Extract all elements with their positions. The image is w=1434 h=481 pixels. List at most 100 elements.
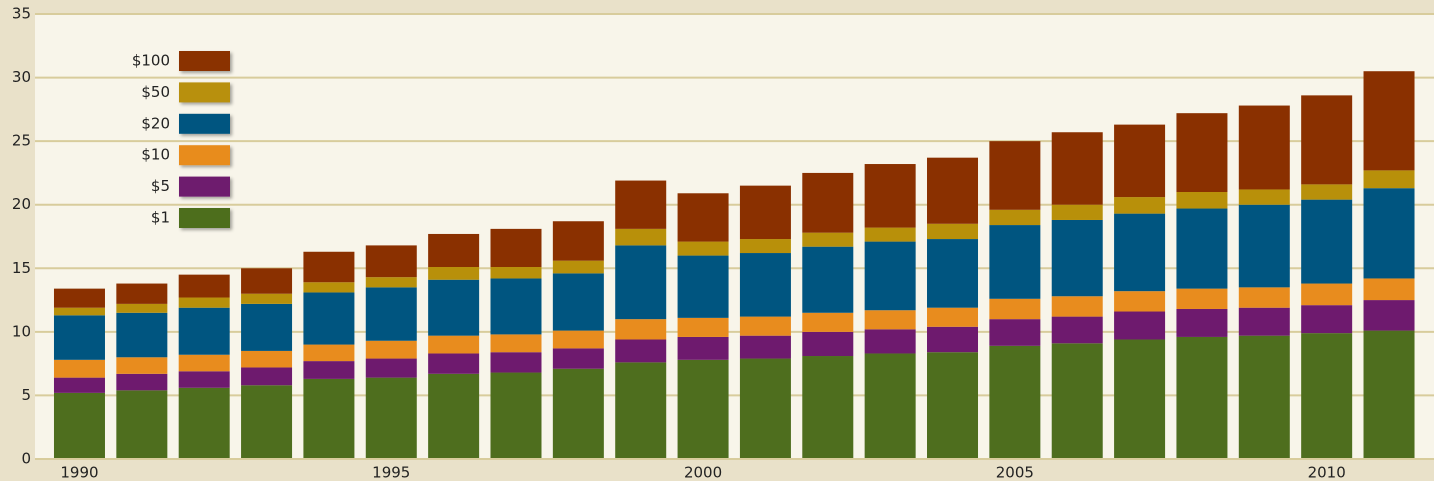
bar-segment [1238,105,1290,190]
legend-swatch [179,176,230,197]
bar-segment [552,221,604,261]
x-tick-label: 2005 [996,464,1034,481]
bar-segment [178,371,230,388]
bar-segment [1363,278,1415,301]
bar-segment [615,319,667,340]
bar-segment [1301,333,1353,459]
y-tick-label: 25 [12,132,31,150]
bar-segment [428,279,480,336]
bar-segment [490,372,542,459]
bar-segment [365,358,417,378]
bar-segment [53,288,105,308]
bar-segment [1051,219,1103,297]
bar-segment [365,277,417,288]
y-tick-label: 15 [12,259,31,277]
bar-segment [552,260,604,274]
bar-segment [1301,199,1353,284]
bar-segment [1363,71,1415,171]
bar-segment [989,225,1041,299]
bar-segment [303,361,355,379]
bar-segment [53,315,105,360]
bar-segment [864,353,916,459]
bar-segment [1114,197,1166,214]
legend-label: $50 [141,83,170,101]
bar-segment [739,239,791,254]
bar-segment [1114,213,1166,292]
bar-segment [677,336,729,360]
bar-segment [677,193,729,242]
bar-segment [1238,335,1290,459]
bar-segment [428,353,480,374]
bar-segment [241,268,293,294]
bar-segment [365,245,417,278]
bar-segment [53,392,105,459]
bar-segment [802,312,854,332]
legend-label: $20 [141,114,170,132]
bar-segment [1301,283,1353,306]
bar-segment [303,344,355,362]
bar-segment [864,164,916,228]
bar-segment [1176,192,1228,209]
bar-segment [552,348,604,369]
bar-segment [1176,308,1228,337]
bar-segment [802,246,854,313]
bar-segment [802,232,854,247]
bar-segment [116,303,168,313]
bar-segment [490,267,542,279]
bar-segment [615,228,667,246]
bar-segment [365,340,417,359]
bar-segment [303,251,355,283]
bar-segment [303,292,355,345]
bar-segment [116,373,168,391]
bar-segment [1176,336,1228,459]
bar-segment [1238,287,1290,308]
bar-segment [864,241,916,311]
bar-segment [739,253,791,317]
legend-swatch [179,208,230,228]
bar-segment [802,331,854,357]
bar-segment [241,385,293,459]
bar-segment [927,157,979,224]
y-tick-label: 10 [12,322,31,340]
bar-segment [1176,288,1228,309]
bar-segment [864,329,916,354]
bar-segment [428,335,480,354]
legend-label: $100 [132,52,170,70]
bar-segment [365,377,417,459]
bar-segment [927,307,979,327]
bar-segment [1363,330,1415,459]
bar-segment [927,223,979,240]
x-tick-label: 2000 [684,464,722,481]
bar-segment [739,185,791,240]
bar-segment [1363,170,1415,189]
bar-segment [989,141,1041,210]
legend-label: $10 [141,146,170,164]
bar-segment [241,303,293,351]
bar-segment [53,307,105,316]
bar-segment [989,298,1041,320]
legend-swatch [179,145,230,166]
bar-segment [1051,343,1103,459]
y-tick-label: 30 [12,68,31,86]
bar-segment [1301,95,1353,185]
bar-segment [677,241,729,256]
bar-segment [1114,339,1166,459]
bar-segment [1051,296,1103,317]
bar-segment [303,282,355,293]
bar-segment [241,350,293,368]
bar-segment [989,345,1041,459]
bar-segment [864,227,916,242]
bar-segment [864,310,916,330]
bar-segment [677,317,729,337]
bar-segment [615,362,667,459]
bar-segment [490,334,542,353]
bar-segment [53,359,105,378]
x-tick-label: 1990 [60,464,98,481]
bar-segment [116,312,168,358]
bar-segment [241,293,293,304]
bar-segment [1301,184,1353,200]
x-tick-label: 1995 [372,464,410,481]
bar-segment [178,307,230,355]
bar-segment [490,278,542,335]
bar-segment [615,245,667,320]
